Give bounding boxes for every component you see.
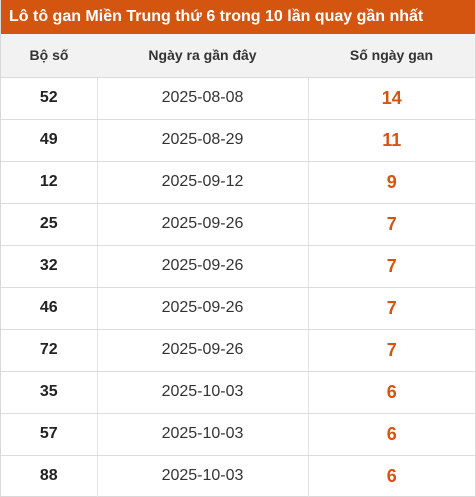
date-cell: 2025-10-03 <box>97 371 309 414</box>
table-row: 88 2025-10-03 6 <box>1 455 475 497</box>
days-cell: 9 <box>308 161 475 204</box>
date-cell: 2025-09-26 <box>97 245 309 288</box>
date-cell: 2025-09-12 <box>97 161 309 204</box>
date-cell: 2025-08-08 <box>97 77 309 120</box>
days-cell: 7 <box>308 203 475 246</box>
number-cell: 35 <box>1 371 98 414</box>
number-cell: 52 <box>1 77 98 120</box>
table-row: 52 2025-08-08 14 <box>1 77 475 120</box>
number-cell: 46 <box>1 287 98 330</box>
table-row: 49 2025-08-29 11 <box>1 119 475 162</box>
column-header-date: Ngày ra gần đây <box>97 34 308 78</box>
column-header-number: Bộ số <box>1 34 97 78</box>
table-row: 12 2025-09-12 9 <box>1 161 475 204</box>
number-cell: 57 <box>1 413 98 456</box>
date-cell: 2025-09-26 <box>97 329 309 372</box>
days-cell: 7 <box>308 329 475 372</box>
days-cell: 14 <box>308 77 475 120</box>
date-cell: 2025-10-03 <box>97 455 309 497</box>
date-cell: 2025-09-26 <box>97 287 309 330</box>
days-cell: 6 <box>308 371 475 414</box>
days-cell: 7 <box>308 245 475 288</box>
number-cell: 49 <box>1 119 98 162</box>
number-cell: 12 <box>1 161 98 204</box>
number-cell: 72 <box>1 329 98 372</box>
table-row: 35 2025-10-03 6 <box>1 371 475 414</box>
table-row: 46 2025-09-26 7 <box>1 287 475 330</box>
date-cell: 2025-08-29 <box>97 119 309 162</box>
table-row: 72 2025-09-26 7 <box>1 329 475 372</box>
number-cell: 25 <box>1 203 98 246</box>
days-cell: 11 <box>308 119 475 162</box>
number-cell: 32 <box>1 245 98 288</box>
table-row: 57 2025-10-03 6 <box>1 413 475 456</box>
date-cell: 2025-09-26 <box>97 203 309 246</box>
column-header-days: Số ngày gan <box>308 34 475 78</box>
date-cell: 2025-10-03 <box>97 413 309 456</box>
number-cell: 88 <box>1 455 98 497</box>
lo-gan-table: Bộ số Ngày ra gần đây Số ngày gan 52 202… <box>1 34 475 497</box>
days-cell: 6 <box>386 465 397 486</box>
table-title: Lô tô gan Miền Trung thứ 6 trong 10 lần … <box>1 0 475 34</box>
days-cell: 6 <box>308 413 475 456</box>
table-row: 25 2025-09-26 7 <box>1 203 475 246</box>
header-row: Bộ số Ngày ra gần đây Số ngày gan <box>1 34 475 78</box>
days-cell: 7 <box>308 287 475 330</box>
table-row: 32 2025-09-26 7 <box>1 245 475 288</box>
